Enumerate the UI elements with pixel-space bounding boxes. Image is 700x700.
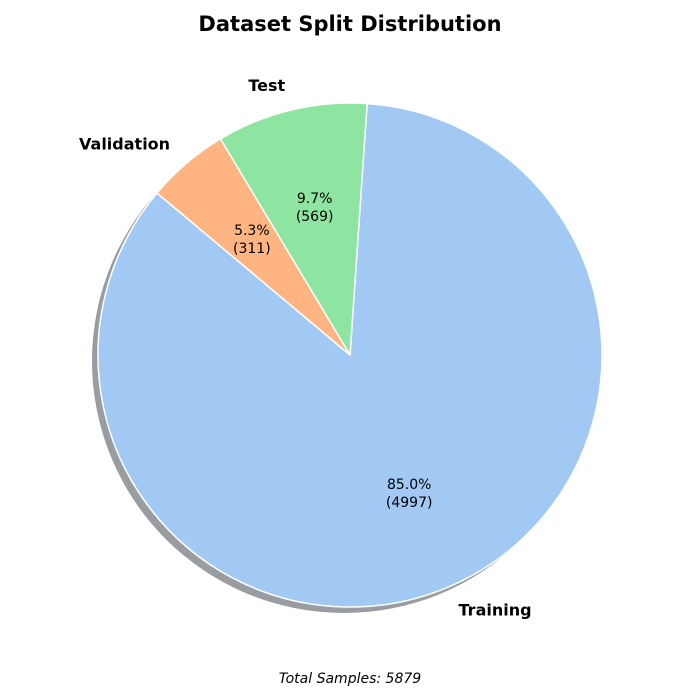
slice-percent-validation: 5.3% — [234, 223, 270, 239]
chart-title: Dataset Split Distribution — [198, 12, 501, 36]
slice-percent-training: 85.0% — [387, 477, 431, 493]
pie-slice-validation — [156, 138, 351, 356]
slice-label-test: Test — [248, 76, 285, 95]
total-samples-note: Total Samples: 5879 — [279, 671, 421, 687]
slice-percent-test: 9.7% — [297, 191, 333, 207]
slice-label-validation: Validation — [79, 135, 170, 154]
slice-count-validation: (311) — [233, 241, 271, 257]
pie-slice-test — [219, 102, 368, 356]
slice-count-training: (4997) — [386, 495, 433, 511]
slice-label-training: Training — [459, 601, 532, 620]
pie-slices — [97, 102, 603, 608]
slice-count-test: (569) — [296, 209, 334, 225]
pie-labels: Training 85.0% (4997) Test 9.7% (569) Validati… — [79, 76, 532, 620]
